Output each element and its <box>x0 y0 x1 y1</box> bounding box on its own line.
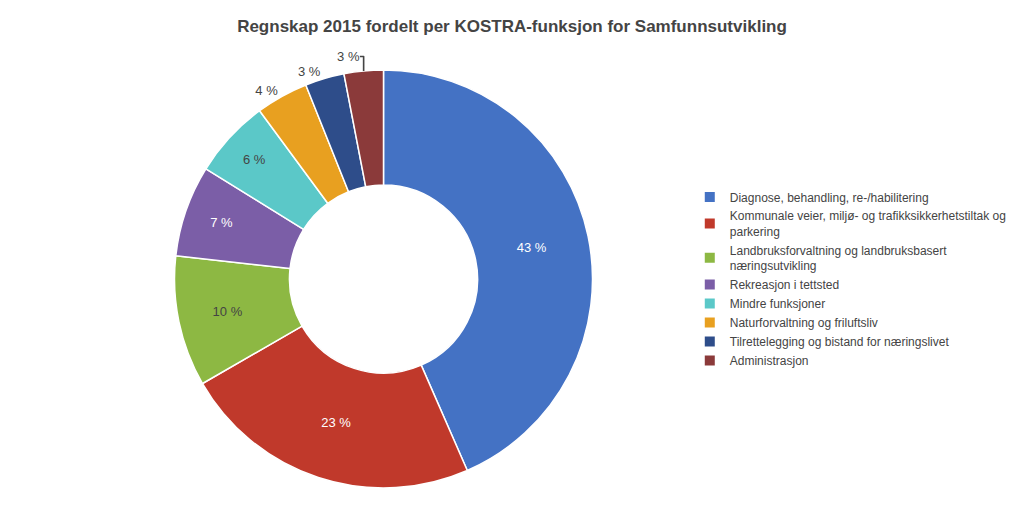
svg-text:Diagnose, behandling, re-/habi: Diagnose, behandling, re-/habilitering <box>730 191 929 205</box>
svg-text:43 %: 43 % <box>517 240 547 255</box>
svg-text:Tilrettelegging og bistand for: Tilrettelegging og bistand for næringsli… <box>730 335 950 349</box>
svg-text:Rekreasjon i tettsted: Rekreasjon i tettsted <box>730 278 839 292</box>
svg-text:10 %: 10 % <box>213 304 243 319</box>
svg-text:Naturforvaltning og friluftsli: Naturforvaltning og friluftsliv <box>730 316 878 330</box>
svg-text:3 %: 3 % <box>337 49 360 64</box>
svg-text:3 %: 3 % <box>298 64 321 79</box>
svg-text:Kommunale veier, miljø- og tra: Kommunale veier, miljø- og trafikksikker… <box>730 209 1006 239</box>
svg-text:Administrasjon: Administrasjon <box>730 354 809 368</box>
svg-text:4 %: 4 % <box>255 83 278 98</box>
svg-text:23 %: 23 % <box>321 415 351 430</box>
svg-text:Mindre funksjoner: Mindre funksjoner <box>730 297 825 311</box>
svg-text:Regnskap 2015 fordelt per KOST: Regnskap 2015 fordelt per KOSTRA-funksjo… <box>237 17 787 36</box>
svg-text:Landbruksforvaltning og landbr: Landbruksforvaltning og landbruksbasertn… <box>730 244 947 274</box>
svg-text:7 %: 7 % <box>210 215 233 230</box>
svg-text:6 %: 6 % <box>243 152 266 167</box>
